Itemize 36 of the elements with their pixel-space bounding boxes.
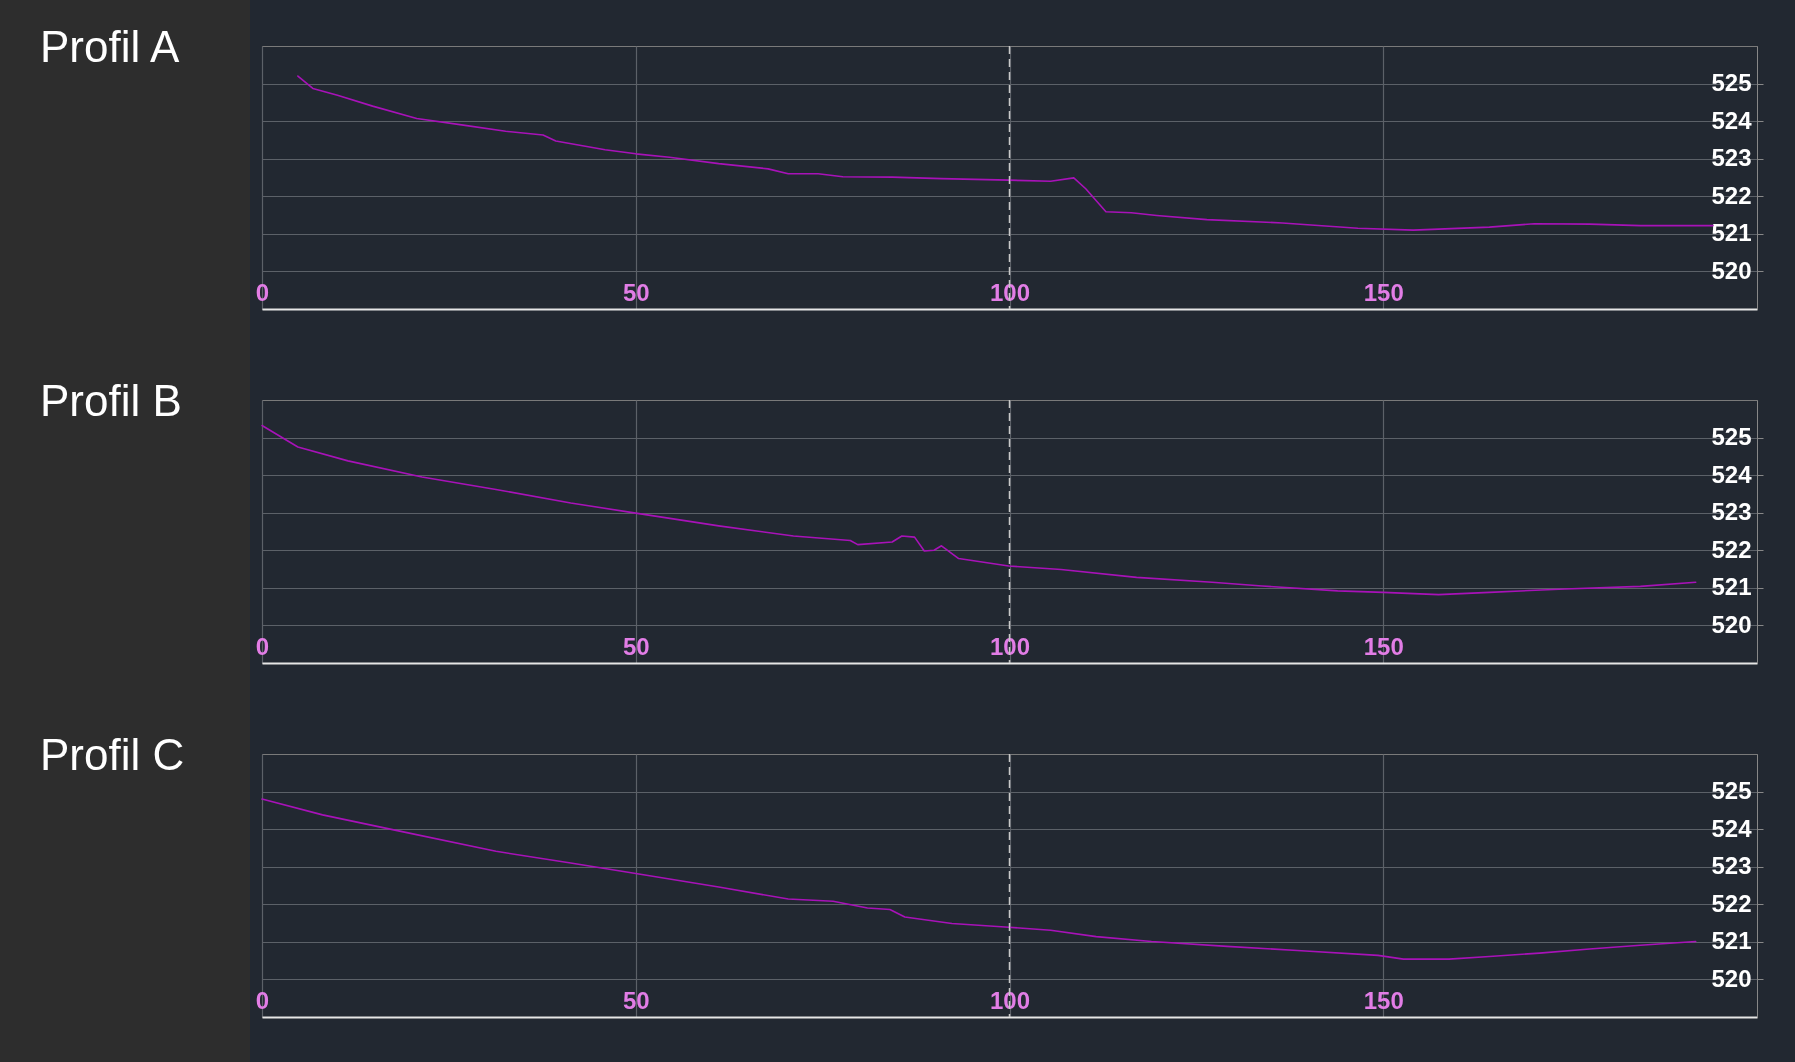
- y-tick-label: 523: [1711, 498, 1752, 526]
- line-series: [261, 424, 1697, 596]
- line-series: [261, 798, 1697, 960]
- x-tick-label: 100: [989, 632, 1031, 660]
- y-tick-label: 521: [1711, 219, 1752, 247]
- x-tick-label: 100: [989, 278, 1031, 306]
- y-tick-label: 523: [1711, 852, 1752, 880]
- y-tick-label: 524: [1711, 106, 1753, 134]
- x-tick-label: 100: [989, 986, 1031, 1014]
- x-tick-label: 0: [255, 278, 270, 306]
- y-tick-label: 524: [1711, 460, 1753, 488]
- y-tick-label: 520: [1711, 610, 1752, 638]
- y-tick-label: 524: [1711, 814, 1753, 842]
- x-tick-label: 150: [1363, 278, 1404, 306]
- y-tick-label: 522: [1711, 889, 1752, 917]
- chart-title: Profil A: [39, 21, 181, 73]
- x-tick-label: 50: [622, 986, 650, 1014]
- x-tick-label: 50: [622, 632, 650, 660]
- x-tick-label: 150: [1363, 632, 1404, 660]
- line-series: [297, 75, 1714, 231]
- y-tick-label: 525: [1711, 777, 1752, 805]
- y-tick-label: 521: [1711, 927, 1752, 955]
- x-tick-label: 0: [255, 986, 270, 1014]
- chart-title: Profil C: [39, 729, 186, 781]
- chart-title: Profil B: [39, 375, 183, 427]
- x-tick-label: 0: [255, 632, 270, 660]
- y-tick-label: 525: [1711, 69, 1752, 97]
- y-tick-label: 522: [1711, 535, 1752, 563]
- x-tick-label: 150: [1363, 986, 1404, 1014]
- y-tick-label: 522: [1711, 181, 1752, 209]
- x-tick-label: 50: [622, 278, 650, 306]
- y-tick-label: 523: [1711, 144, 1752, 172]
- y-tick-label: 521: [1711, 573, 1752, 601]
- y-tick-label: 520: [1711, 256, 1752, 284]
- y-tick-label: 525: [1711, 423, 1752, 451]
- y-tick-label: 520: [1711, 964, 1752, 992]
